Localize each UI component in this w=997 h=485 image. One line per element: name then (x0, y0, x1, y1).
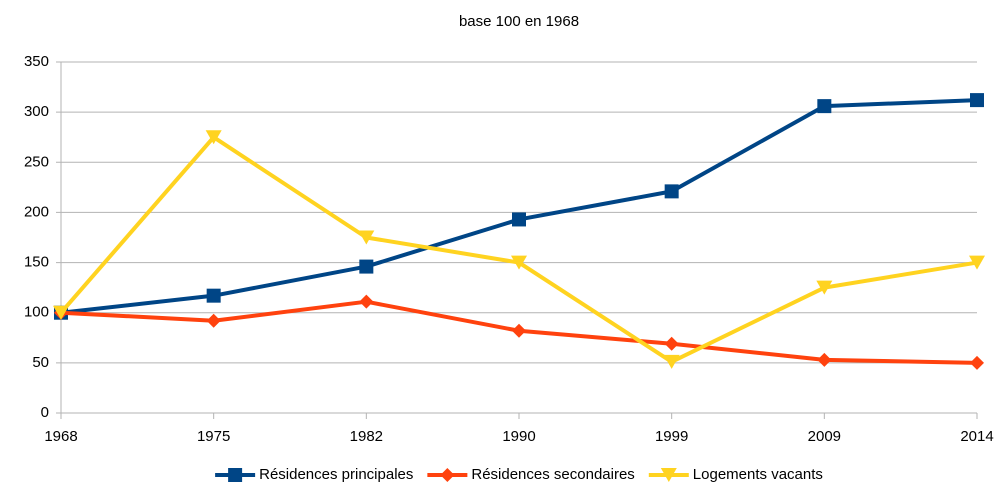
y-tick-label: 100 (24, 304, 49, 321)
marker (205, 130, 222, 145)
x-tick-label: 2009 (808, 428, 841, 445)
marker (358, 230, 375, 245)
series-line (60, 98, 978, 315)
marker (359, 294, 374, 309)
marker (512, 323, 526, 338)
x-tick-label: 1982 (350, 428, 383, 445)
marker (511, 255, 527, 270)
y-tick-label: 300 (24, 103, 49, 120)
marker (664, 184, 679, 199)
y-tick-label: 50 (32, 354, 49, 371)
x-tick-label: 1975 (197, 428, 230, 445)
marker (53, 305, 69, 320)
y-tick-label: 0 (41, 404, 49, 421)
marker (970, 355, 984, 370)
y-tick-label: 150 (24, 254, 49, 271)
legend-label: Logements vacants (693, 466, 823, 483)
x-tick-label: 1999 (655, 428, 688, 445)
y-tick-label: 250 (24, 153, 49, 170)
marker (206, 288, 221, 303)
legend: Résidences principales Résidences seconda… (215, 466, 823, 483)
x-tick-label: 1968 (44, 428, 77, 445)
y-tick-label: 200 (24, 203, 49, 220)
y-tick-label: 350 (24, 53, 49, 70)
marker (970, 93, 984, 108)
marker (817, 352, 832, 367)
marker (817, 99, 832, 114)
marker (359, 259, 374, 274)
x-tick-label: 2014 (960, 428, 993, 445)
legend-label: Résidences principales (259, 466, 413, 483)
marker (228, 468, 243, 482)
marker (206, 313, 221, 328)
marker (512, 212, 526, 227)
marker (660, 468, 677, 482)
legend-label: Résidences secondaires (471, 466, 634, 483)
chart-title: base 100 en 1968 (459, 13, 579, 30)
marker (440, 468, 455, 482)
marker (663, 354, 680, 369)
x-tick-label: 1990 (502, 428, 535, 445)
marker (969, 255, 985, 270)
marker (664, 336, 679, 351)
marker (816, 280, 833, 295)
